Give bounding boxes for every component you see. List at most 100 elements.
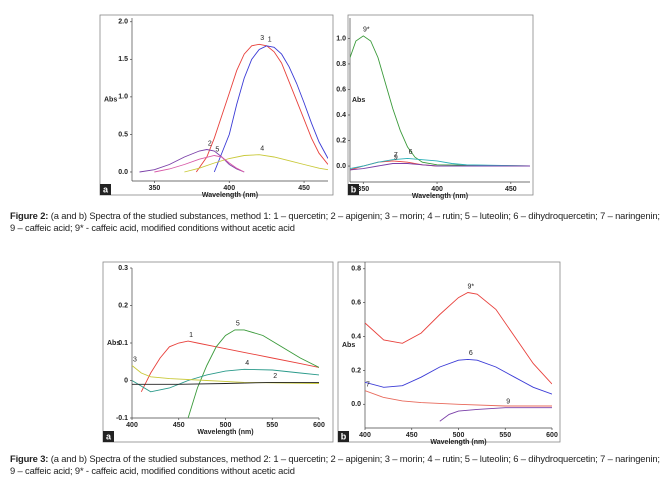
panel: 1.0 0.8 0.6 0.4 0.2 0.0 350 400 450 Wavelength (n… bbox=[336, 14, 534, 200]
curve-label: 3 bbox=[260, 35, 264, 42]
y-axis-label: Abs bbox=[104, 96, 117, 103]
panel-label-box bbox=[103, 431, 114, 442]
curve-label: 2 bbox=[208, 140, 212, 147]
y-axis-label: Abs bbox=[342, 342, 355, 349]
caption: Figure 2: (a and b) Spectra of the studi… bbox=[10, 210, 660, 234]
spectrum-line bbox=[365, 358, 552, 395]
curve-label: 9* bbox=[363, 27, 370, 34]
y-tick-label: 1.0 bbox=[118, 94, 128, 101]
spectrum-line bbox=[350, 163, 530, 171]
curves bbox=[350, 35, 530, 171]
y-axis-label: Abs bbox=[352, 97, 365, 104]
x-tick-label: 400 bbox=[359, 432, 371, 439]
panel-label: a bbox=[103, 184, 109, 194]
curves bbox=[132, 329, 319, 418]
curve-label: 5 bbox=[215, 146, 219, 153]
curve-label: 4 bbox=[260, 146, 264, 153]
spectrum-line bbox=[132, 365, 319, 384]
y-tick-label: 0.2 bbox=[118, 302, 128, 309]
panel-label-box bbox=[348, 184, 359, 195]
spectrum-line bbox=[184, 154, 328, 173]
curves bbox=[139, 43, 328, 173]
x-axis-label: Wavelength (nm) bbox=[412, 193, 468, 200]
y-tick-label: 0.2 bbox=[336, 137, 346, 144]
spectrum-line bbox=[365, 292, 552, 385]
x-tick-label: 600 bbox=[546, 432, 558, 439]
y-tick-label: 1.5 bbox=[118, 56, 128, 63]
caption-label: Figure 2: bbox=[10, 210, 49, 221]
curve-label: 7 bbox=[394, 152, 398, 159]
curve-label: 9* bbox=[468, 283, 475, 290]
curve-label: 9 bbox=[506, 399, 510, 406]
caption-text: (a and b) Spectra of the studied substan… bbox=[10, 210, 660, 233]
spectrum-line bbox=[132, 368, 319, 393]
curve-label: 1 bbox=[189, 332, 193, 339]
panel-frame bbox=[102, 261, 334, 443]
spectrum-line bbox=[187, 329, 319, 418]
y-tick-label: 0.8 bbox=[336, 61, 346, 68]
x-tick-label: 550 bbox=[266, 422, 278, 429]
x-tick-label: 350 bbox=[357, 186, 369, 193]
curve-label: 4 bbox=[245, 360, 249, 367]
curve-label: 1 bbox=[268, 37, 272, 44]
y-tick-label: 0.6 bbox=[336, 86, 346, 93]
caption-label: Figure 3: bbox=[10, 453, 49, 464]
x-axis-label: Wavelength (nm) bbox=[202, 192, 258, 199]
spectrum-line bbox=[350, 35, 530, 167]
y-tick-label: 0.4 bbox=[336, 112, 346, 119]
y-tick-label: 0.4 bbox=[351, 333, 361, 340]
x-tick-label: 450 bbox=[173, 422, 185, 429]
x-tick-label: 350 bbox=[149, 185, 161, 192]
y-tick-label: 1.0 bbox=[336, 35, 346, 42]
x-tick-label: 550 bbox=[499, 432, 511, 439]
y-tick-label: 2.0 bbox=[118, 19, 128, 26]
x-tick-label: 450 bbox=[406, 432, 418, 439]
x-tick-label: 400 bbox=[431, 186, 443, 193]
y-tick-label: 0.0 bbox=[336, 163, 346, 170]
panel-label: a bbox=[106, 431, 112, 441]
y-tick-label: 0.8 bbox=[351, 266, 361, 273]
x-tick-label: 400 bbox=[223, 185, 235, 192]
y-tick-label: 0.0 bbox=[351, 401, 361, 408]
y-tick-label: 0.1 bbox=[118, 340, 128, 347]
curve-label: 6 bbox=[409, 149, 413, 156]
curve-label: 6 bbox=[469, 350, 473, 357]
spectrum-line bbox=[213, 45, 328, 173]
x-axis-label: Wavelength (nm) bbox=[430, 439, 486, 446]
panel-frame bbox=[337, 261, 561, 443]
spectrum-line bbox=[350, 157, 530, 170]
spectrum-line bbox=[154, 155, 245, 173]
curve-label: 9 bbox=[394, 154, 398, 161]
x-tick-label: 450 bbox=[505, 186, 517, 193]
y-tick-label: -0.1 bbox=[116, 415, 128, 422]
y-tick-label: 0.0 bbox=[118, 169, 128, 176]
panel-label-box bbox=[100, 184, 111, 195]
spectrum-line bbox=[132, 381, 319, 385]
spectrum-line bbox=[365, 390, 552, 407]
caption: Figure 3: (a and b) Spectra of the studi… bbox=[10, 453, 660, 477]
curve-label: 3 bbox=[133, 356, 137, 363]
panel: 2.0 1.5 1.0 0.5 0.0 350 400 450 Wavelength (nm) A… bbox=[99, 14, 334, 199]
y-axis-label: Abs bbox=[107, 340, 120, 347]
x-tick-label: 400 bbox=[126, 422, 138, 429]
panel-frame bbox=[99, 14, 334, 196]
panel-label: b bbox=[341, 431, 347, 441]
x-tick-label: 500 bbox=[220, 422, 232, 429]
spectrum-line bbox=[140, 340, 319, 393]
x-tick-label: 450 bbox=[298, 185, 310, 192]
panel-label-box bbox=[338, 431, 349, 442]
y-tick-label: 0.6 bbox=[351, 299, 361, 306]
curve-label: 7 bbox=[366, 382, 370, 389]
panel-label: b bbox=[351, 184, 357, 194]
curves bbox=[365, 292, 552, 422]
spectrum-line bbox=[439, 407, 552, 422]
y-tick-label: 0 bbox=[124, 377, 128, 384]
x-tick-label: 600 bbox=[313, 422, 325, 429]
y-tick-label: 0.2 bbox=[351, 367, 361, 374]
curve-label: 5 bbox=[236, 321, 240, 328]
panel: 0.8 0.6 0.4 0.2 0.0 400 450 500 550 600 Wavelength… bbox=[337, 261, 561, 446]
spectrum-line bbox=[195, 43, 328, 173]
